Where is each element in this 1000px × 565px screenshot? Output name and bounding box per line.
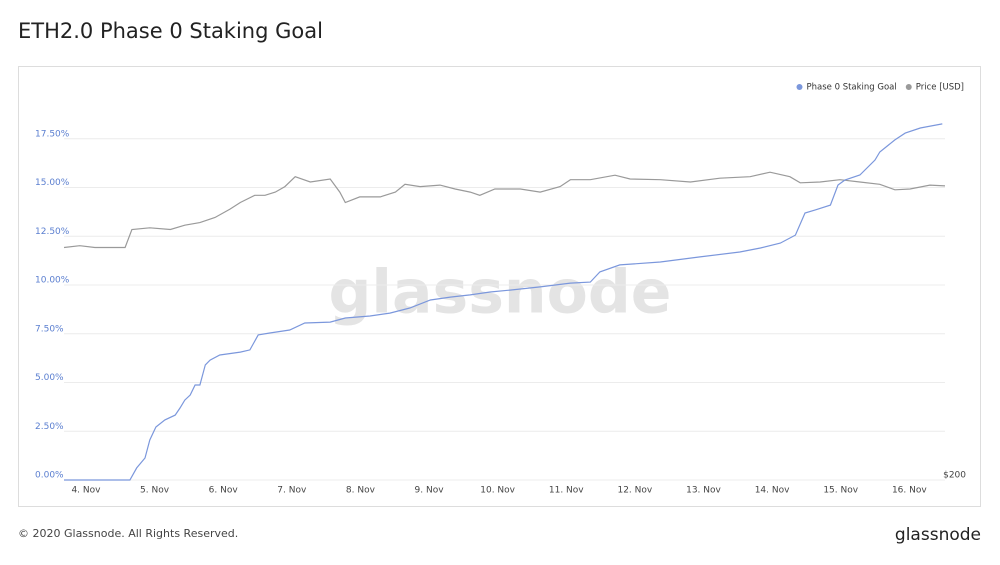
legend-marker [796,84,803,90]
y2-tick-label: $200 [943,471,966,481]
legend-label: Price [USD] [916,83,964,93]
legend-marker [905,84,912,90]
y-tick-label: 7.50% [35,324,64,334]
series-line [64,123,943,481]
y-tick-label: 10.00% [35,276,70,286]
y-tick-label: 5.00% [35,373,64,383]
x-tick-label: 12. Nov [617,486,652,496]
logo: glassnode [895,525,981,545]
y-tick-label: 0.00% [35,471,64,481]
y-tick-label: 15.00% [35,178,70,188]
y-tick-label: 17.50% [35,129,70,139]
chart-frame [18,66,981,507]
y-tick-label: 2.50% [35,422,64,432]
x-tick-label: 9. Nov [415,486,445,496]
series-line [63,171,946,249]
x-tick-label: 14. Nov [755,486,790,496]
y-tick-label: 12.50% [35,227,70,237]
x-tick-label: 11. Nov [549,486,584,496]
x-tick-label: 5. Nov [140,486,170,496]
x-tick-label: 13. Nov [686,486,721,496]
x-tick-label: 16. Nov [892,486,927,496]
chart-title: ETH2.0 Phase 0 Staking Goal [18,19,323,43]
x-tick-label: 4. Nov [71,486,101,496]
x-tick-label: 7. Nov [277,486,307,496]
copyright: © 2020 Glassnode. All Rights Reserved. [18,527,238,540]
x-tick-label: 6. Nov [209,486,239,496]
x-tick-label: 8. Nov [346,486,376,496]
watermark: glassnode [328,258,671,328]
legend-label: Phase 0 Staking Goal [807,83,897,93]
x-tick-label: 10. Nov [480,486,515,496]
x-tick-label: 15. Nov [823,486,858,496]
